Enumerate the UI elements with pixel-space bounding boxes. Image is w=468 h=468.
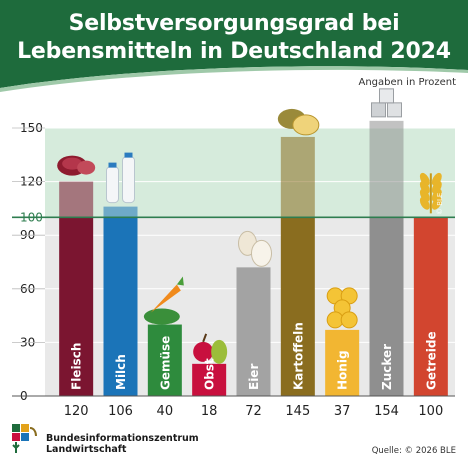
category-label: Honig	[336, 350, 350, 390]
chart-bars	[59, 120, 448, 396]
bar-gemüse	[147, 324, 182, 396]
value-label: 120	[64, 404, 89, 419]
category-label: Eier	[247, 364, 261, 390]
value-label: 40	[157, 404, 174, 419]
bar-fleisch	[59, 217, 94, 396]
chart-title-line-2: Lebensmitteln in Deutschland 2024	[17, 39, 451, 64]
category-label: Fleisch	[70, 343, 84, 390]
potatoes-icon	[277, 108, 320, 136]
category-label: Milch	[114, 354, 128, 390]
value-label: 100	[418, 404, 443, 419]
ble-logo-icon	[12, 424, 37, 453]
organisation-line-2: Landwirtschaft	[46, 444, 127, 455]
value-label: 18	[201, 404, 218, 419]
bar-zucker	[369, 217, 404, 396]
unit-note: Angaben in Prozent	[358, 77, 457, 88]
bar-milch	[103, 217, 138, 396]
bar-overflow-fleisch	[59, 181, 94, 218]
chart-icons	[57, 88, 442, 364]
bar-kartoffeln	[280, 217, 315, 396]
category-label: Kartoffeln	[291, 322, 305, 390]
source-note: Quelle: © 2026 BLE	[371, 446, 456, 456]
meat-icon	[57, 155, 96, 176]
vegetables-icon	[143, 276, 184, 325]
category-label: Gemüse	[158, 336, 172, 390]
sugar-cubes-icon	[371, 88, 402, 118]
bar-eier	[236, 267, 271, 396]
value-label: 72	[245, 404, 262, 419]
organisation-line-1: Bundesinformationszentrum	[46, 433, 199, 444]
watermark: © BLE	[436, 192, 444, 215]
bar-overflow-zucker	[369, 120, 404, 218]
header-banner	[0, 0, 468, 92]
bar-obst	[192, 363, 227, 396]
grain-icon	[419, 172, 442, 214]
bar-overflow-milch	[103, 206, 138, 218]
value-label: 154	[374, 404, 399, 419]
chart-title: Selbstversorgungsgrad bei Lebensmitteln …	[0, 10, 468, 66]
chart-title-line-1: Selbstversorgungsgrad bei	[68, 11, 400, 36]
value-label: 145	[285, 404, 310, 419]
honey-icon	[326, 287, 358, 329]
chart-labels: Fleisch 120 Milch 106 Gemüse 40 Obst 18 Eier 72 Ka…	[64, 322, 443, 419]
bar-getreide	[413, 217, 448, 396]
eggs-icon	[238, 230, 272, 267]
milk-bottles-icon	[106, 152, 135, 204]
bar-overflow-kartoffeln	[280, 136, 315, 218]
category-label: Zucker	[380, 344, 394, 390]
bar-honig	[325, 329, 360, 396]
value-label: 106	[108, 404, 133, 419]
organisation-name: Bundesinformationszentrum Landwirtschaft	[46, 433, 199, 455]
value-label: 37	[334, 404, 351, 419]
category-label: Obst	[203, 358, 217, 390]
category-label: Getreide	[424, 331, 438, 390]
fruit-icon	[193, 333, 228, 364]
